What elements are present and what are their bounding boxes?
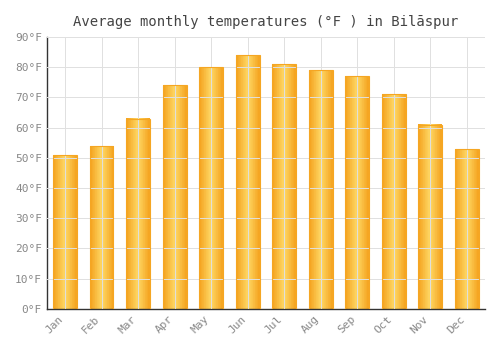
Bar bbox=[163, 85, 186, 309]
Bar bbox=[54, 155, 77, 309]
Bar bbox=[90, 146, 114, 309]
Bar bbox=[200, 67, 223, 309]
Bar bbox=[309, 70, 332, 309]
Bar bbox=[126, 119, 150, 309]
Bar bbox=[382, 94, 406, 309]
Bar bbox=[236, 55, 260, 309]
Bar bbox=[418, 125, 442, 309]
Bar bbox=[455, 149, 478, 309]
Bar bbox=[346, 76, 369, 309]
Bar bbox=[272, 64, 296, 309]
Title: Average monthly temperatures (°F ) in Bilāspur: Average monthly temperatures (°F ) in Bi… bbox=[74, 15, 458, 29]
